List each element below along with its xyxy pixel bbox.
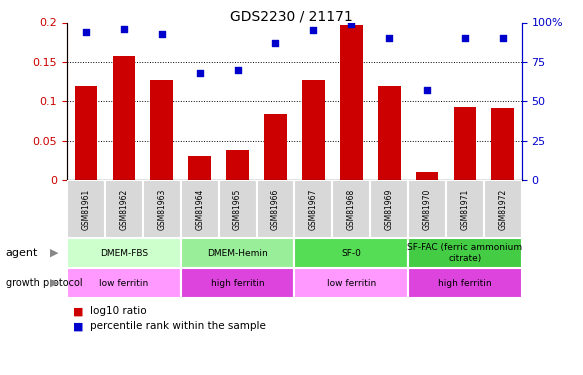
Bar [416, 172, 438, 180]
Bar [67, 268, 181, 298]
Text: GSM81971: GSM81971 [461, 188, 469, 230]
Text: high ferritin: high ferritin [211, 279, 264, 288]
Text: GSM81967: GSM81967 [309, 188, 318, 230]
Bar [181, 268, 294, 298]
Bar [408, 238, 522, 268]
Text: GSM81969: GSM81969 [385, 188, 394, 230]
Point [119, 26, 128, 32]
Text: growth protocol: growth protocol [6, 278, 82, 288]
Point [195, 70, 205, 76]
Point [233, 67, 243, 73]
Text: GSM81970: GSM81970 [423, 188, 431, 230]
Bar [67, 180, 105, 238]
Text: DMEM-Hemin: DMEM-Hemin [207, 249, 268, 258]
Bar [226, 150, 249, 180]
Bar [378, 86, 401, 180]
Bar [181, 238, 294, 268]
Text: GSM81962: GSM81962 [120, 188, 128, 230]
Point [460, 35, 469, 41]
Bar [75, 86, 97, 180]
Text: ■: ■ [73, 321, 83, 331]
Bar [105, 180, 143, 238]
Bar [294, 238, 408, 268]
Text: GSM81972: GSM81972 [498, 188, 507, 230]
Text: ▶: ▶ [50, 248, 58, 258]
Bar [302, 80, 325, 180]
Bar [340, 25, 363, 180]
Bar [491, 108, 514, 180]
Bar [188, 156, 211, 180]
Text: GSM81963: GSM81963 [157, 188, 166, 230]
Text: GSM81964: GSM81964 [195, 188, 204, 230]
Bar [150, 80, 173, 180]
Bar [219, 180, 257, 238]
Bar [294, 268, 408, 298]
Point [271, 40, 280, 46]
Text: GDS2230 / 21171: GDS2230 / 21171 [230, 9, 353, 23]
Text: SF-0: SF-0 [341, 249, 361, 258]
Text: ▶: ▶ [50, 278, 58, 288]
Bar [264, 114, 287, 180]
Point [308, 27, 318, 33]
Text: percentile rank within the sample: percentile rank within the sample [90, 321, 266, 331]
Bar [294, 180, 332, 238]
Text: high ferritin: high ferritin [438, 279, 491, 288]
Bar [454, 107, 476, 180]
Text: GSM81968: GSM81968 [347, 188, 356, 230]
Point [422, 87, 431, 93]
Point [498, 35, 507, 41]
Text: DMEM-FBS: DMEM-FBS [100, 249, 148, 258]
Point [157, 30, 167, 36]
Bar [408, 268, 522, 298]
Point [82, 29, 91, 35]
Bar [484, 180, 522, 238]
Text: GSM81966: GSM81966 [271, 188, 280, 230]
Point [346, 21, 356, 27]
Text: low ferritin: low ferritin [99, 279, 149, 288]
Point [385, 35, 394, 41]
Text: low ferritin: low ferritin [326, 279, 376, 288]
Bar [257, 180, 294, 238]
Text: log10 ratio: log10 ratio [90, 306, 147, 316]
Text: GSM81961: GSM81961 [82, 188, 90, 230]
Bar [408, 180, 446, 238]
Bar [332, 180, 370, 238]
Text: GSM81965: GSM81965 [233, 188, 242, 230]
Bar [143, 180, 181, 238]
Text: agent: agent [6, 248, 38, 258]
Text: SF-FAC (ferric ammonium
citrate): SF-FAC (ferric ammonium citrate) [408, 243, 522, 263]
Bar [113, 56, 135, 180]
Bar [67, 238, 181, 268]
Text: ■: ■ [73, 306, 83, 316]
Bar [370, 180, 408, 238]
Bar [446, 180, 484, 238]
Bar [181, 180, 219, 238]
